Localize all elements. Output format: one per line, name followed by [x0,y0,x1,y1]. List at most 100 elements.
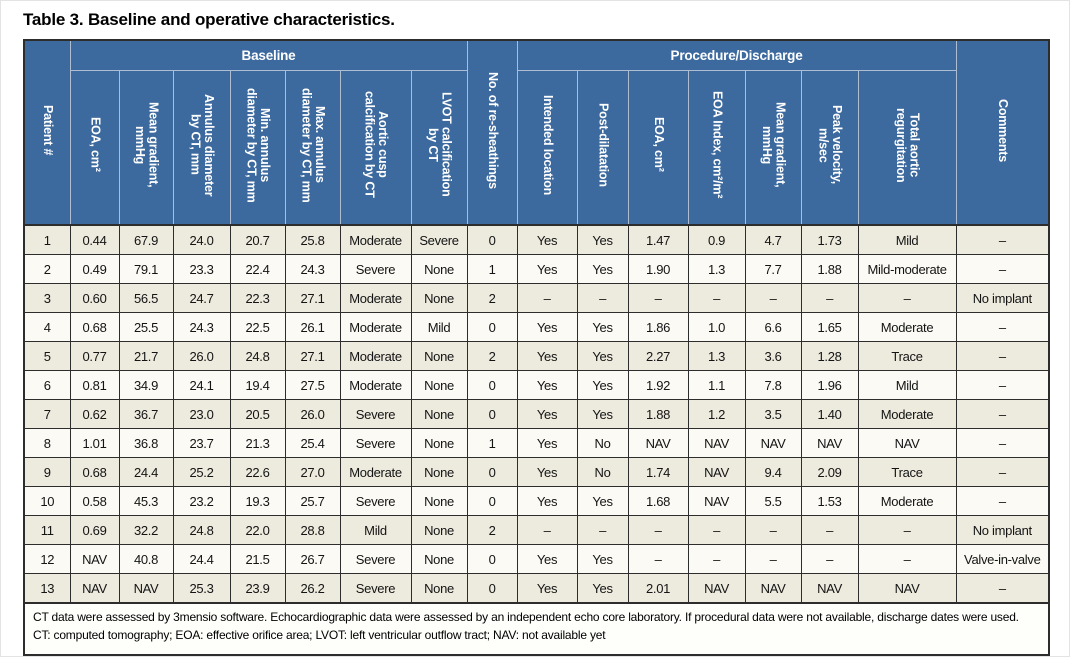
table-cell: 1.68 [627,486,689,516]
table-cell: – [627,515,689,545]
table-cell: Yes [576,341,629,371]
table-cell: 36.7 [118,399,174,429]
table-cell: – [744,544,802,574]
table-cell: 1.92 [627,370,689,400]
table-cell: NAV [687,486,746,516]
table-cell: Yes [516,399,578,429]
table-cell: – [576,283,629,313]
table-cell: 1.1 [687,370,746,400]
table-cell: 0 [466,399,518,429]
table-cell: 1.40 [800,399,859,429]
table-cell: Moderate [339,283,412,313]
table-cell: 24.3 [284,254,341,284]
table-cell: 0.44 [69,224,120,255]
table-cell: 0.62 [69,399,120,429]
table-cell: – [955,370,1050,400]
table-cell: Yes [576,224,629,255]
table-cell: 1.3 [687,254,746,284]
table-cell: Severe [410,224,468,255]
table-cell: 24.8 [229,341,286,371]
table-cell: – [516,283,578,313]
table-cell: None [410,573,468,604]
table-row: 5 0.77 21.7 26.0 24.8 27.1 Moderate None 2 Yes Yes… [23,341,1050,371]
table-cell: 21.7 [118,341,174,371]
table-cell: NAV [69,544,120,574]
table-cell: 1.96 [800,370,859,400]
table-cell: NAV [627,428,689,458]
table-cell: Yes [516,224,578,255]
table-cell: NAV [69,573,120,604]
col-header: EOA, cm² [627,69,689,226]
table-row: 12 NAV 40.8 24.4 21.5 26.7 Severe None 0 Yes Yes – –… [23,544,1050,574]
table-cell: NAV [118,573,174,604]
table-cell: – [800,544,859,574]
table-cell: 67.9 [118,224,174,255]
table-cell: 0.49 [69,254,120,284]
table-cell: – [687,544,746,574]
table-cell: 23.2 [172,486,231,516]
table-cell: NAV [800,573,859,604]
table-cell: NAV [687,457,746,487]
table-cell: 7.7 [744,254,802,284]
col-header-label: Peak velocity, m/sec [816,105,845,185]
table-cell: – [576,515,629,545]
table-cell: Yes [516,370,578,400]
table-cell: 27.0 [284,457,341,487]
table-cell: Moderate [339,457,412,487]
table-cell: None [410,486,468,516]
table-cell: Mild [410,312,468,342]
table-cell: 3.6 [744,341,802,371]
table-cell: 24.8 [172,515,231,545]
table-cell: Moderate [339,312,412,342]
table-cell: 22.3 [229,283,286,313]
col-header-label: LVOT calcification by CT [426,92,454,198]
group-header-row: Patient # Baseline No. of re-sheathings … [23,39,1050,226]
table-cell: 5.5 [744,486,802,516]
table-cell: NAV [744,428,802,458]
table-cell: Yes [576,254,629,284]
table-cell: Severe [339,399,412,429]
table-cell: Yes [516,312,578,342]
table-cell: NAV [857,573,957,604]
footnotes: CT data were assessed by 3mensio softwar… [24,602,1050,655]
table-cell: 22.0 [229,515,286,545]
col-header: Aortic cusp calcification by CT [339,69,412,226]
table-cell: Moderate [339,370,412,400]
table-cell: 1.90 [627,254,689,284]
table-cell: 1 [23,224,71,255]
col-header-resheathings-label: No. of re-sheathings [485,71,500,189]
table-cell: Moderate [339,341,412,371]
sub-header-row: EOA, cm² Mean gradient, mmHg Annulus diame… [24,69,1049,226]
col-header-patient-label: Patient # [41,104,55,156]
table-cell: 1.3 [687,341,746,371]
group-header-procedure-discharge: Procedure/Discharge [516,39,957,71]
table-cell: 23.3 [172,254,231,284]
table-cell: Yes [576,486,629,516]
table-cell: 24.4 [172,544,231,574]
table-cell: 2.27 [627,341,689,371]
table-cell: 23.7 [172,428,231,458]
table-cell: 0.58 [69,486,120,516]
table-cell: 27.5 [284,370,341,400]
table-cell: – [744,283,802,313]
table-cell: 19.3 [229,486,286,516]
table-cell: 26.2 [284,573,341,604]
table-cell: 10 [23,486,71,516]
table-cell: 1.53 [800,486,859,516]
table-cell: – [516,515,578,545]
table-cell: – [687,283,746,313]
table-row: 2 0.49 79.1 23.3 22.4 24.3 Severe None 1 Yes Yes 1.… [23,254,1050,284]
table-cell: 7.8 [744,370,802,400]
table-cell: 26.0 [172,341,231,371]
col-header: Mean gradient, mmHg [118,69,174,226]
table-row: 1 0.44 67.9 24.0 20.7 25.8 Moderate Severe 0 Yes Y… [23,224,1050,255]
table-cell: 2.01 [627,573,689,604]
table-cell: Yes [516,486,578,516]
table-cell: 12 [23,544,71,574]
table-cell: 9.4 [744,457,802,487]
table-cell: – [955,457,1050,487]
col-header: EOA Index, cm²/m² [687,69,746,226]
table-cell: 25.5 [118,312,174,342]
table-cell: Trace [857,341,957,371]
col-header-label: Aortic cusp calcification by CT [362,91,391,199]
